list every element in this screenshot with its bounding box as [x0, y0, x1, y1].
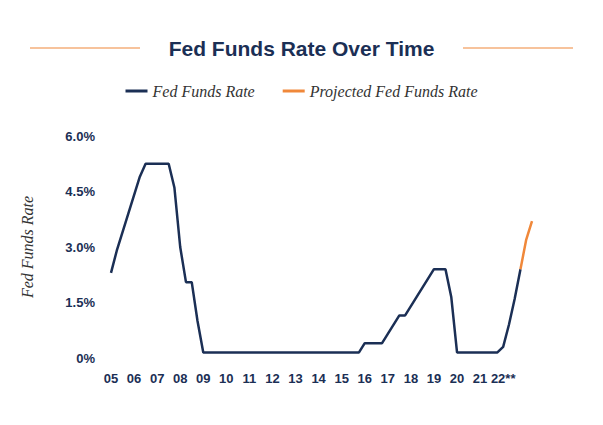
svg-text:19: 19: [427, 371, 441, 386]
svg-text:07: 07: [150, 371, 164, 386]
svg-text:20: 20: [450, 371, 464, 386]
svg-text:4.5%: 4.5%: [65, 184, 95, 199]
svg-text:06: 06: [127, 371, 141, 386]
svg-text:Fed Funds Rate: Fed Funds Rate: [19, 196, 36, 299]
svg-text:15: 15: [334, 371, 348, 386]
svg-text:Projected Fed Funds Rate: Projected Fed Funds Rate: [309, 83, 478, 101]
svg-text:12: 12: [265, 371, 279, 386]
svg-text:21: 21: [473, 371, 487, 386]
svg-text:22**: 22**: [491, 371, 517, 386]
svg-text:13: 13: [288, 371, 302, 386]
svg-text:18: 18: [404, 371, 418, 386]
svg-text:08: 08: [173, 371, 187, 386]
svg-text:09: 09: [196, 371, 210, 386]
svg-text:0%: 0%: [76, 351, 95, 366]
svg-text:14: 14: [311, 371, 326, 386]
svg-text:05: 05: [104, 371, 118, 386]
svg-text:6.0%: 6.0%: [65, 129, 95, 144]
svg-text:1.5%: 1.5%: [65, 295, 95, 310]
svg-text:3.0%: 3.0%: [65, 240, 95, 255]
svg-text:17: 17: [381, 371, 395, 386]
svg-text:16: 16: [358, 371, 372, 386]
svg-text:11: 11: [243, 371, 257, 386]
svg-text:Fed Funds Rate Over Time: Fed Funds Rate Over Time: [169, 37, 435, 60]
svg-text:Fed Funds Rate: Fed Funds Rate: [152, 83, 255, 100]
svg-text:10: 10: [219, 371, 233, 386]
